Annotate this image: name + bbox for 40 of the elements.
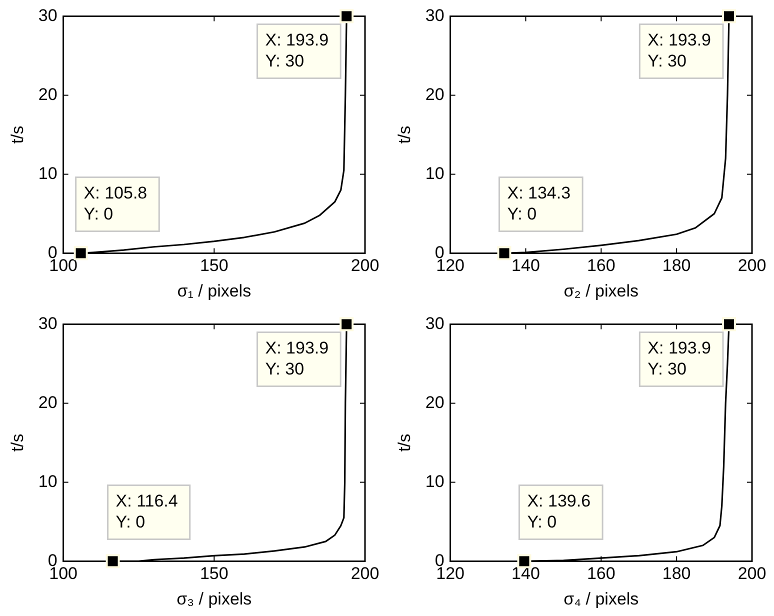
annotation: X: 116.4 Y: 0	[116, 491, 178, 532]
x-tick-label: 200	[738, 564, 766, 584]
y-tick-label: 10	[38, 164, 58, 183]
x-tick-label: 200	[350, 256, 380, 276]
x-axis-title: σ₃ / pixels	[176, 589, 252, 608]
y-tick-label: 20	[425, 392, 444, 412]
y-tick-label: 30	[425, 6, 444, 25]
x-axis-title: σ₂ / pixels	[564, 281, 639, 300]
y-axis-title: t/s	[8, 434, 27, 452]
y-tick-label: 30	[38, 6, 58, 25]
y-tick-label: 20	[38, 392, 58, 412]
annotation: X: 134.3 Y: 0	[507, 183, 571, 224]
y-axis-title: t/s	[394, 126, 414, 144]
y-tick-label: 30	[425, 314, 444, 333]
x-tick-label: 160	[586, 564, 616, 584]
x-axis-title: σ₁ / pixels	[177, 281, 252, 300]
x-tick-label: 150	[200, 256, 228, 276]
x-tick-label: 200	[738, 256, 766, 276]
x-tick-label: 140	[512, 564, 540, 584]
x-axis-title: σ₄ / pixels	[564, 589, 639, 608]
y-tick-label: 20	[425, 84, 444, 104]
y-axis-title: t/s	[8, 126, 27, 144]
y-axis-title: t/s	[394, 434, 414, 452]
y-tick-label: 30	[38, 314, 58, 333]
x-tick-label: 180	[662, 256, 691, 276]
y-tick-label: 10	[425, 164, 444, 183]
annotation: X: 193.9 Y: 30	[265, 30, 329, 70]
x-tick-label: 140	[512, 256, 540, 276]
y-tick-label: 10	[425, 472, 444, 491]
annotation: X: 193.9 Y: 30	[648, 338, 711, 378]
x-tick-label: 150	[200, 564, 228, 584]
annotation: X: 139.6 Y: 0	[527, 491, 591, 532]
x-tick-label: 180	[662, 564, 691, 584]
x-tick-label: 200	[350, 564, 380, 584]
y-tick-label: 10	[38, 472, 58, 491]
annotation: X: 193.9 Y: 30	[648, 30, 711, 70]
y-tick-label: 20	[38, 84, 58, 104]
annotation: X: 193.9 Y: 30	[265, 338, 329, 378]
x-tick-label: 160	[586, 256, 616, 276]
annotation: X: 105.8 Y: 0	[84, 183, 148, 224]
